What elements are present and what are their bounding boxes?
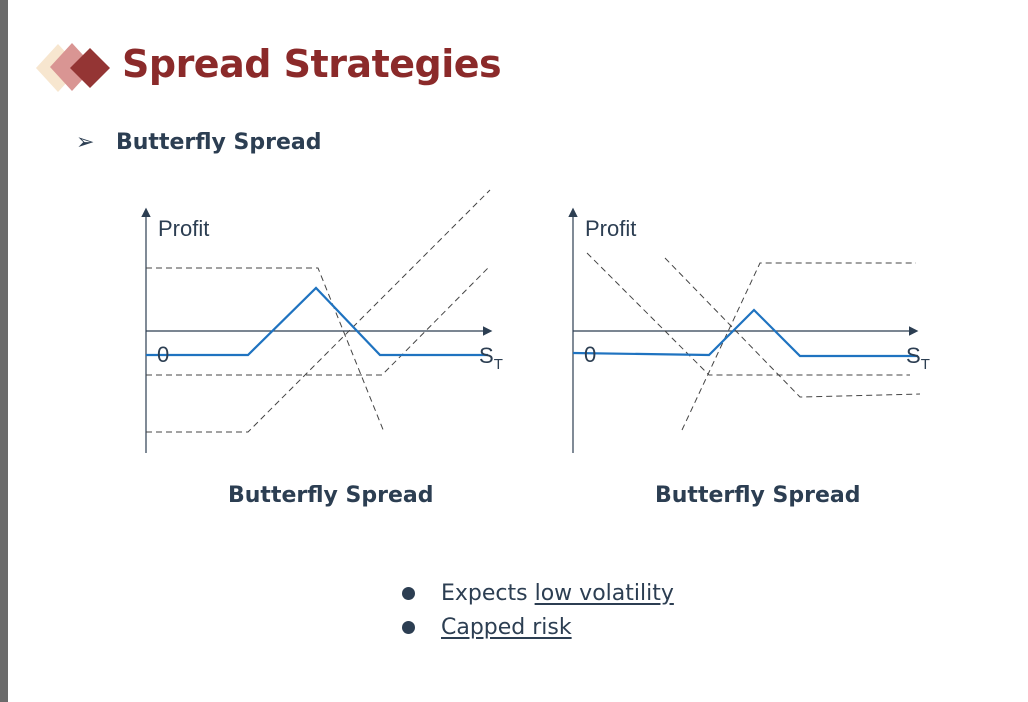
- slide-title: Spread Strategies: [122, 42, 502, 86]
- payoff-line: [146, 286, 488, 357]
- arrow-bullet-icon: ➢: [76, 130, 95, 155]
- origin-label: 0: [157, 342, 169, 367]
- bullet-item: Expects low volatility: [402, 576, 674, 610]
- section-heading-text: Butterfly Spread: [116, 130, 322, 155]
- bullet-dot-icon: [402, 620, 415, 634]
- window-left-edge: [0, 0, 8, 702]
- bullet-link[interactable]: Capped risk: [441, 614, 572, 640]
- bullet-text: Expects: [441, 580, 535, 606]
- bullet-dot-icon: [402, 586, 415, 600]
- bullet-link[interactable]: low volatility: [534, 580, 674, 606]
- origin-label: 0: [584, 342, 596, 367]
- payoff-line: [572, 308, 918, 358]
- dashed-leg-2: [146, 189, 491, 433]
- dashed-leg-1: [146, 267, 385, 433]
- diamond-logo-icon: [36, 43, 110, 92]
- x-axis-label: ST: [906, 343, 930, 373]
- bullet-item: Capped risk: [402, 610, 674, 644]
- dashed-leg-1: [586, 252, 910, 376]
- diagram-caption-right: Butterfly Spread: [655, 483, 861, 508]
- dashed-leg-2: [664, 257, 921, 398]
- y-axis-label: Profit: [158, 216, 209, 241]
- dashed-leg-3: [146, 267, 489, 376]
- dashed-leg-3: [681, 262, 916, 431]
- y-axis-label: Profit: [585, 216, 636, 241]
- bullet-list: Expects low volatility Capped risk: [402, 576, 674, 644]
- diagram-right: Profit 0 ST: [568, 207, 930, 453]
- diagram-caption-left: Butterfly Spread: [228, 483, 434, 508]
- x-axis-label: ST: [479, 343, 503, 373]
- section-heading: ➢ Butterfly Spread: [76, 130, 322, 155]
- diagram-left: Profit 0 ST: [141, 189, 503, 453]
